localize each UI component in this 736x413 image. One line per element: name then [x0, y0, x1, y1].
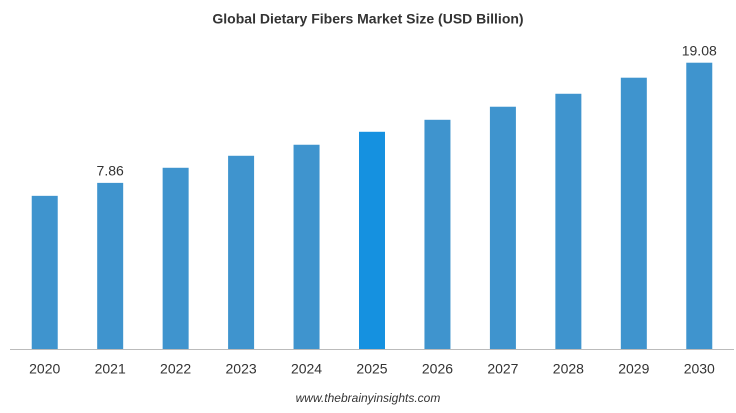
x-tick-label: 2028	[553, 361, 584, 377]
bar	[620, 77, 647, 350]
bar	[359, 131, 385, 349]
bar	[31, 195, 58, 349]
x-tick-label: 2023	[226, 361, 257, 377]
bar	[489, 106, 516, 349]
x-tick-label: 2029	[618, 361, 649, 377]
bar	[424, 119, 451, 349]
bar	[293, 144, 320, 349]
bar	[686, 62, 713, 349]
x-tick-label: 2026	[422, 361, 453, 377]
bar	[97, 182, 124, 349]
source: www.thebrainyinsights.com	[296, 391, 441, 405]
x-tick-label: 2021	[95, 361, 126, 377]
bar	[228, 155, 255, 349]
x-tick-label: 2030	[684, 361, 715, 377]
value-label: 7.86	[97, 163, 124, 179]
x-tick-label: 2024	[291, 361, 322, 377]
bar	[162, 167, 189, 349]
x-tick-label: 2022	[160, 361, 191, 377]
bar	[555, 93, 582, 349]
x-tick-label: 2020	[29, 361, 60, 377]
x-tick-label: 2027	[487, 361, 518, 377]
value-label: 19.08	[682, 42, 717, 58]
chart-title: Global Dietary Fibers Market Size (USD B…	[212, 11, 523, 27]
x-tick-label: 2025	[356, 361, 387, 377]
